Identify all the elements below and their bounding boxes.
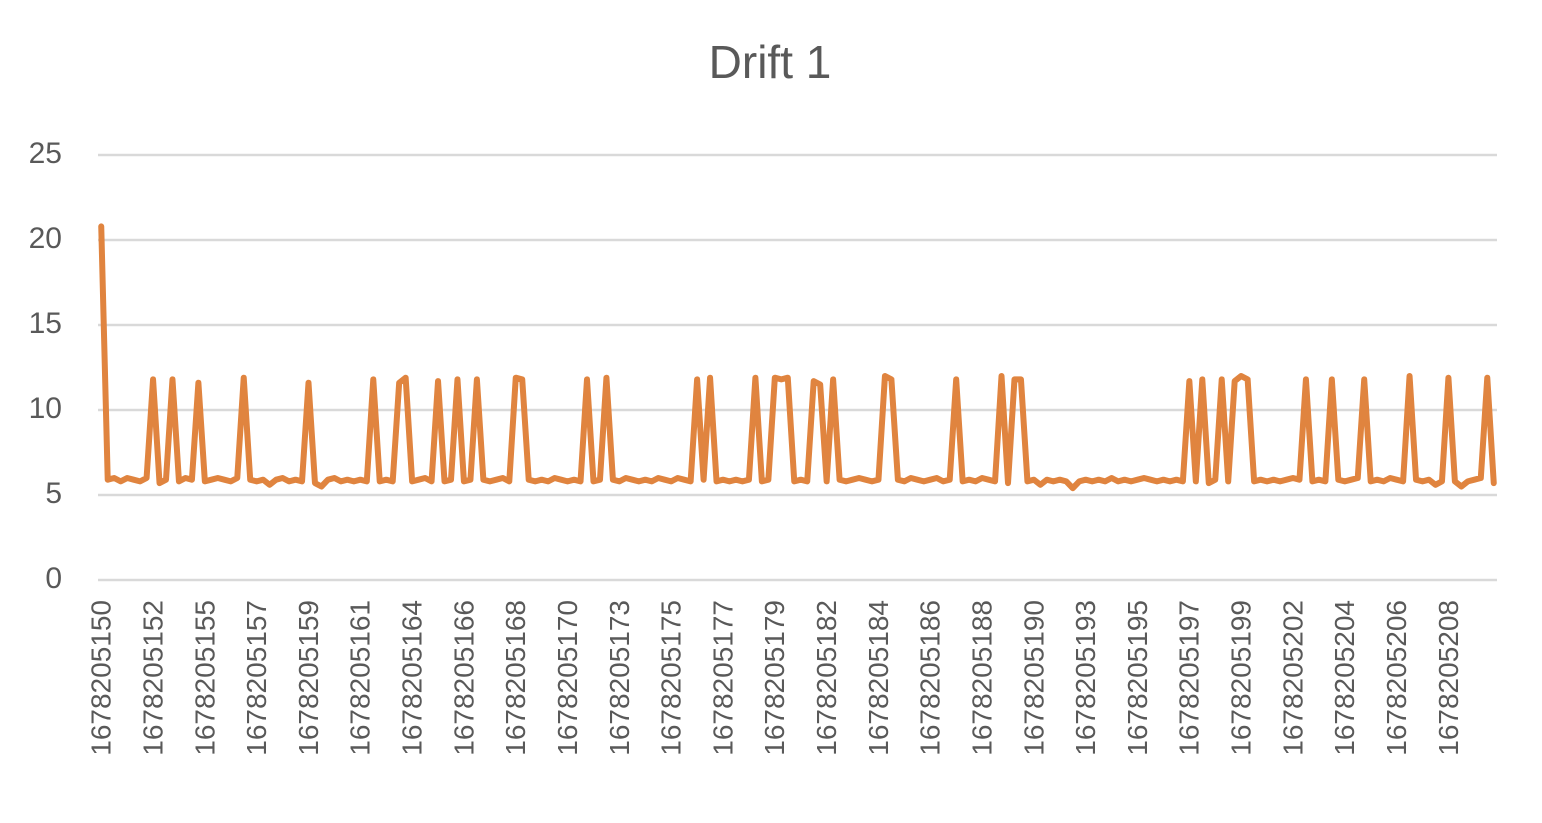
y-tick-label: 0	[45, 562, 62, 595]
line	[98, 223, 1497, 492]
x-tick-label: 1678205197	[1174, 600, 1205, 756]
x-tick-label: 1678205150	[86, 600, 117, 756]
y-tick-label: 20	[29, 222, 62, 255]
x-tick-label: 1678205195	[1122, 600, 1153, 756]
y-tick-label: 10	[29, 392, 62, 425]
x-tick-label: 1678205179	[759, 600, 790, 756]
x-tick-label: 1678205186	[915, 600, 946, 756]
x-tick-label: 1678205208	[1433, 600, 1464, 756]
x-tick-label: 1678205155	[189, 600, 220, 756]
x-tick-label: 1678205177	[707, 600, 738, 756]
x-tick-label: 1678205168	[500, 600, 531, 756]
x-tick-label: 1678205206	[1381, 600, 1412, 756]
x-tick-label: 1678205199	[1226, 600, 1257, 756]
x-tick-label: 1678205157	[241, 600, 272, 756]
x-tick-label: 1678205166	[448, 600, 479, 756]
x-tick-label: 1678205164	[397, 600, 428, 756]
x-tick-label: 1678205188	[966, 600, 997, 756]
x-tick-label: 1678205182	[811, 600, 842, 756]
chart-title: Drift 1	[709, 36, 832, 88]
x-tick-label: 1678205159	[293, 600, 324, 756]
x-tick-label: 1678205173	[604, 600, 635, 756]
x-tick-label: 1678205152	[137, 600, 168, 756]
x-tick-label: 1678205170	[552, 600, 583, 756]
x-tick-label: 1678205161	[345, 600, 376, 756]
x-tick-label: 1678205193	[1070, 600, 1101, 756]
y-tick-label: 5	[45, 477, 62, 510]
x-tick-label: 1678205184	[863, 600, 894, 756]
y-tick-label: 15	[29, 307, 62, 340]
x-tick-label: 1678205204	[1329, 600, 1360, 756]
y-tick-label: 25	[29, 137, 62, 170]
x-tick-label: 1678205190	[1018, 600, 1049, 756]
x-tick-label: 1678205175	[656, 600, 687, 756]
x-tick-label: 1678205202	[1277, 600, 1308, 756]
